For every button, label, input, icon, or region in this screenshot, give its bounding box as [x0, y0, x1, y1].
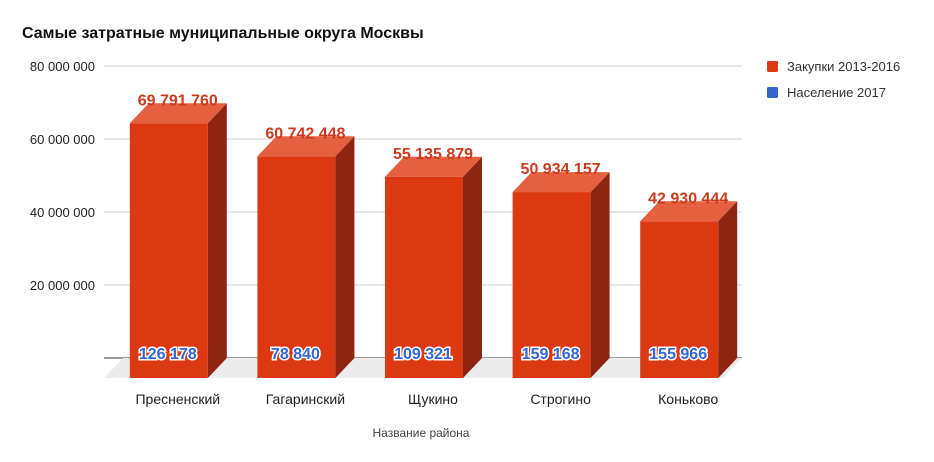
bar-front [385, 176, 463, 378]
population-label: 159 168 [522, 346, 580, 363]
bars: 69 791 760 126 178 60 742 448 78 840 55 135 … [129, 92, 738, 379]
data-label: 50 934 157 [521, 161, 601, 178]
population-label: 155 966 [649, 346, 707, 363]
y-axis-ticks: 20 000 000 40 000 000 60 000 000 80 000 000 [30, 59, 95, 293]
bar-top [640, 201, 738, 222]
y-tick-label: 40 000 000 [30, 205, 95, 220]
x-axis-label: Название района [373, 426, 470, 440]
chart-title: Самые затратные муниципальные округа Мос… [22, 25, 424, 42]
x-tick-label: Пресненский [135, 391, 220, 407]
population-label: 78 840 [271, 346, 320, 363]
legend[interactable]: Закупки 2013-2016 Население 2017 [767, 59, 900, 100]
legend-item[interactable]: Население 2017 [767, 85, 886, 100]
x-tick-label: Гагаринский [266, 391, 345, 407]
bar-front [640, 221, 719, 378]
bar-front [512, 192, 591, 378]
legend-label: Население 2017 [787, 85, 886, 100]
bar-top [512, 172, 610, 193]
bar-top [385, 156, 482, 177]
y-tick-label: 20 000 000 [30, 278, 95, 293]
data-label: 55 135 879 [393, 146, 473, 163]
x-axis-ticks: Пресненский Гагаринский Щукино Строгино Конь… [135, 391, 718, 407]
bar-side [463, 156, 482, 378]
bar-front [129, 123, 208, 379]
y-tick-label: 80 000 000 [30, 59, 95, 74]
bar-front [257, 156, 336, 378]
data-label: 60 742 448 [265, 125, 345, 142]
legend-swatch [767, 87, 778, 98]
bar[interactable]: 42 930 444 155 966 [640, 190, 738, 378]
data-label: 69 791 760 [138, 92, 218, 109]
population-label: 126 178 [139, 346, 197, 363]
y-tick-label: 60 000 000 [30, 132, 95, 147]
legend-item[interactable]: Закупки 2013-2016 [767, 59, 900, 74]
bar[interactable]: 55 135 879 109 321 [385, 146, 482, 378]
bar-side [718, 201, 738, 378]
x-tick-label: Коньково [658, 391, 718, 407]
population-label: 109 321 [394, 346, 452, 363]
x-tick-label: Строгино [530, 391, 591, 407]
legend-swatch [767, 61, 778, 72]
legend-label: Закупки 2013-2016 [787, 59, 900, 74]
bar-top [129, 103, 227, 124]
x-tick-label: Щукино [408, 391, 458, 407]
bar[interactable]: 50 934 157 159 168 [512, 161, 610, 378]
bar[interactable]: 69 791 760 126 178 [129, 92, 227, 379]
bar-side [207, 103, 227, 379]
bar-top [257, 136, 355, 157]
bar-side [335, 136, 355, 378]
data-label: 42 930 444 [648, 190, 728, 207]
bar-side [590, 172, 610, 378]
bar[interactable]: 60 742 448 78 840 [257, 125, 355, 378]
